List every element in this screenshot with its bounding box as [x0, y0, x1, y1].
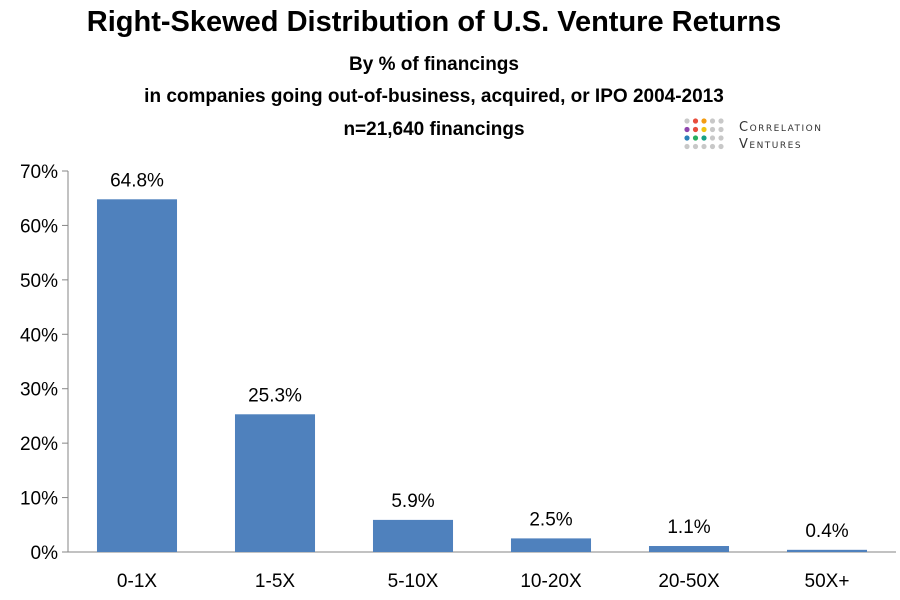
chart-subtitle-line-1: By % of financings: [349, 54, 519, 75]
logo-dot: [684, 143, 690, 150]
x-tick-label: 10-20X: [520, 571, 582, 592]
bar: [510, 538, 592, 552]
y-tick-label: 20%: [20, 434, 58, 455]
logo-dot: [684, 118, 690, 124]
y-tick-label: 70%: [20, 162, 58, 183]
logo-dot: [709, 126, 716, 133]
logo-dot: [692, 143, 699, 150]
x-tick-label: 20-50X: [658, 571, 720, 592]
logo-dot: [692, 118, 699, 124]
chart-title: Right-Skewed Distribution of U.S. Ventur…: [86, 6, 782, 38]
chart-subtitle-line-3: n=21,640 financings: [343, 119, 525, 140]
bar-data-label: 0.4%: [805, 521, 848, 542]
logo-wordmark: Correlation Ventures: [739, 119, 823, 153]
logo-dot: [692, 135, 699, 141]
logo-dot: [701, 135, 707, 141]
logo-dot: [684, 135, 690, 141]
bar: [372, 519, 454, 552]
logo-dot: [709, 143, 716, 150]
y-tick-label: 10%: [20, 489, 58, 510]
y-tick-label: 60%: [20, 216, 58, 237]
bar-data-label: 1.1%: [667, 517, 710, 538]
logo-dot: [684, 126, 690, 133]
logo-dot: [718, 143, 724, 150]
logo-dot: [718, 118, 724, 124]
logo-dot: [718, 135, 724, 141]
bar-data-label: 64.8%: [110, 170, 164, 191]
bar: [96, 199, 178, 552]
logo-dot: [709, 135, 716, 141]
bar-data-label: 2.5%: [529, 509, 572, 530]
x-tick-label: 50X+: [805, 571, 850, 592]
y-tick-label: 30%: [20, 380, 58, 401]
logo-dot: [701, 118, 707, 124]
logo-dot: [692, 126, 699, 133]
bar: [234, 414, 316, 552]
correlation-ventures-logo: Correlation Ventures: [683, 117, 883, 153]
logo-line-2: Ventures: [739, 137, 803, 152]
y-tick-label: 50%: [20, 271, 58, 292]
y-tick-label: 40%: [20, 325, 58, 346]
x-tick-label: 0-1X: [117, 571, 157, 592]
x-tick-label: 5-10X: [388, 571, 439, 592]
logo-dot: [701, 143, 707, 150]
x-tick-label: 1-5X: [255, 571, 295, 592]
bar: [786, 549, 868, 552]
bar-data-label: 25.3%: [248, 385, 302, 406]
logo-dot: [718, 126, 724, 133]
logo-dot-grid-icon: [684, 118, 724, 150]
logo-dot: [701, 126, 707, 133]
bar: [648, 546, 730, 552]
bar-data-label: 5.9%: [391, 491, 434, 512]
y-tick-label: 0%: [31, 543, 59, 564]
logo-dot: [709, 118, 716, 124]
logo-line-1: Correlation: [739, 120, 823, 135]
chart-subtitle-line-2: in companies going out-of-business, acqu…: [144, 86, 724, 107]
